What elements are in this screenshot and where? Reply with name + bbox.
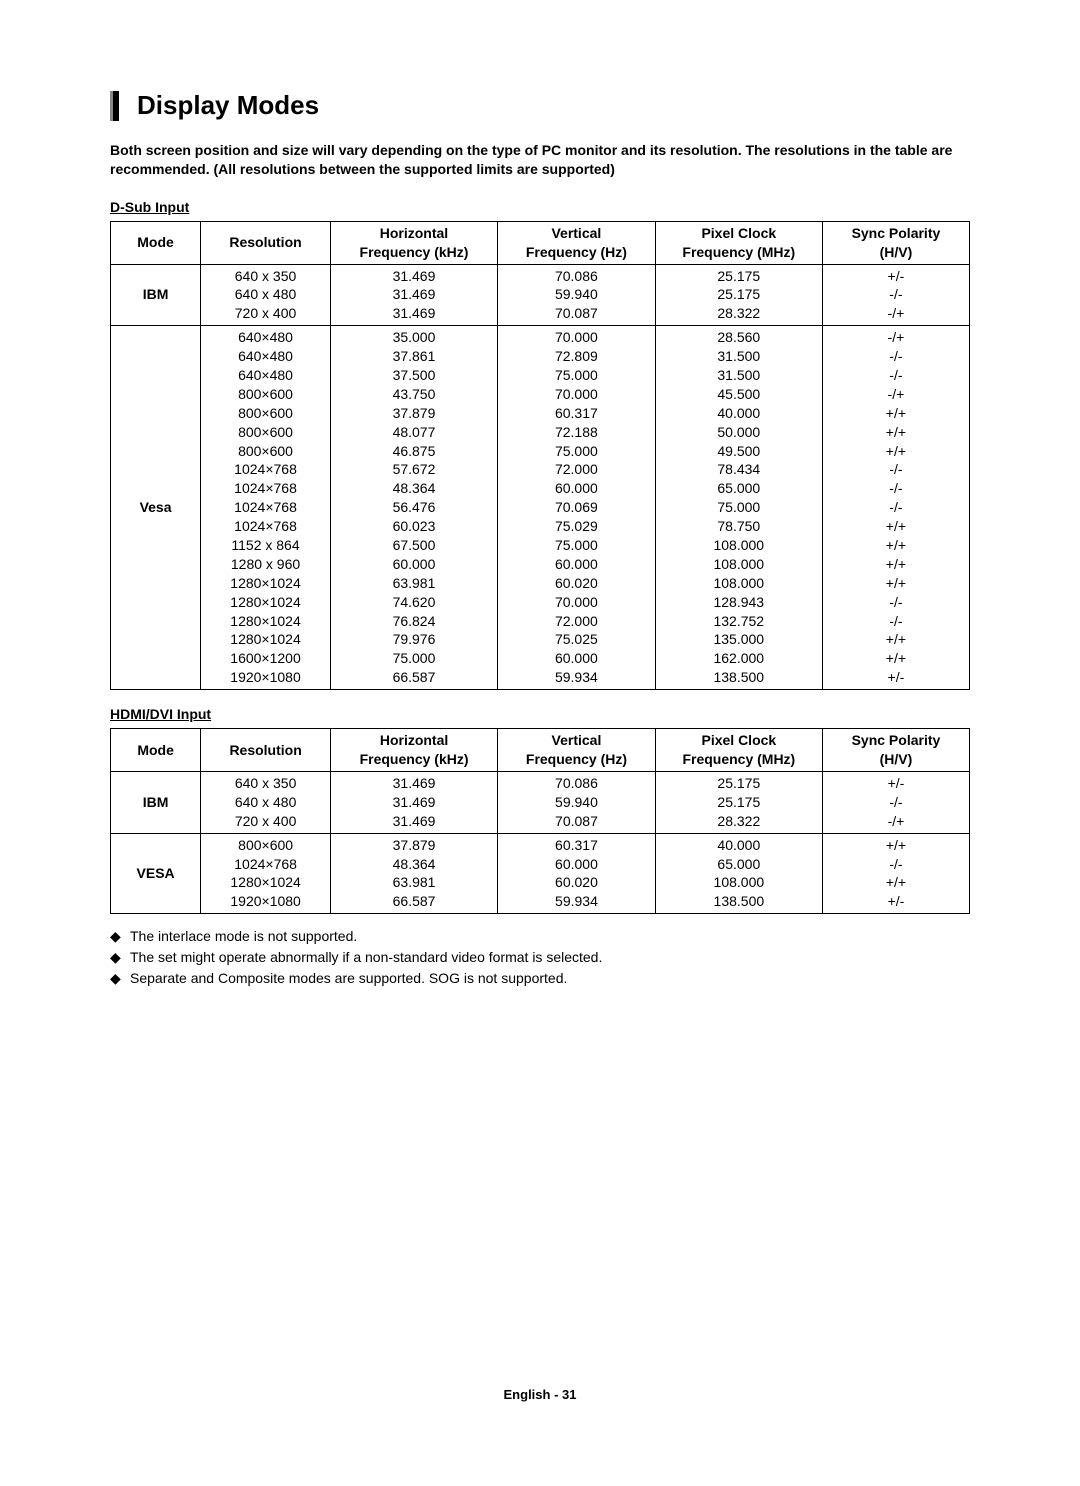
th-vfreq: Vertical Frequency (Hz) [498, 221, 656, 264]
table-row: IBM640 x 350640 x 480720 x 40031.46931.4… [111, 264, 970, 326]
th-pclk: Pixel Clock Frequency (MHz) [655, 221, 822, 264]
resolution-cell: 800×6001024×7681280×10241920×1080 [201, 833, 331, 914]
pclk-cell: 25.17525.17528.322 [655, 264, 822, 326]
hfreq-cell: 31.46931.46931.469 [331, 771, 498, 833]
th-hfreq-l1: Horizontal [380, 225, 448, 241]
th-pclk-l2: Frequency (MHz) [682, 244, 795, 260]
th-resolution: Resolution [201, 221, 331, 264]
diamond-icon: ◆ [110, 970, 130, 987]
vfreq-cell: 70.08659.94070.087 [498, 771, 656, 833]
note-item: ◆The interlace mode is not supported. [110, 928, 970, 945]
th-sync-l1: Sync Polarity [852, 225, 941, 241]
vfreq-cell: 70.00072.80975.00070.00060.31772.18875.0… [498, 326, 656, 690]
page-title: Display Modes [137, 90, 319, 121]
note-text: The interlace mode is not supported. [130, 928, 357, 945]
table-header-row: Mode Resolution Horizontal Frequency (kH… [111, 221, 970, 264]
th-sync-l1: Sync Polarity [852, 732, 941, 748]
th-hfreq: Horizontal Frequency (kHz) [331, 729, 498, 772]
title-bar-icon [110, 91, 119, 121]
th-hfreq-l2: Frequency (kHz) [360, 751, 469, 767]
sync-cell: -/+-/--/--/++/++/++/+-/--/--/-+/++/++/++… [822, 326, 969, 690]
table-header-row: Mode Resolution Horizontal Frequency (kH… [111, 729, 970, 772]
th-pclk-l1: Pixel Clock [701, 225, 776, 241]
hdmi-heading: HDMI/DVI Input [110, 706, 970, 722]
th-mode: Mode [111, 729, 201, 772]
diamond-icon: ◆ [110, 928, 130, 945]
vfreq-cell: 60.31760.00060.02059.934 [498, 833, 656, 914]
table-row: VESA800×6001024×7681280×10241920×108037.… [111, 833, 970, 914]
th-pclk: Pixel Clock Frequency (MHz) [655, 729, 822, 772]
th-sync: Sync Polarity (H/V) [822, 729, 969, 772]
th-sync-l2: (H/V) [880, 244, 913, 260]
table-row: IBM640 x 350640 x 480720 x 40031.46931.4… [111, 771, 970, 833]
th-sync: Sync Polarity (H/V) [822, 221, 969, 264]
mode-cell: IBM [111, 264, 201, 326]
page: Display Modes Both screen position and s… [0, 0, 1080, 1462]
th-hfreq-l2: Frequency (kHz) [360, 244, 469, 260]
vfreq-cell: 70.08659.94070.087 [498, 264, 656, 326]
th-vfreq-l2: Frequency (Hz) [526, 244, 627, 260]
th-vfreq-l1: Vertical [552, 732, 602, 748]
th-sync-l2: (H/V) [880, 751, 913, 767]
mode-cell: IBM [111, 771, 201, 833]
hfreq-cell: 35.00037.86137.50043.75037.87948.07746.8… [330, 326, 497, 690]
th-resolution: Resolution [201, 729, 331, 772]
notes-list: ◆The interlace mode is not supported.◆Th… [110, 928, 970, 987]
resolution-cell: 640 x 350640 x 480720 x 400 [201, 264, 331, 326]
mode-cell: Vesa [111, 326, 201, 690]
resolution-cell: 640×480640×480640×480800×600800×600800×6… [201, 326, 331, 690]
note-text: The set might operate abnormally if a no… [130, 949, 602, 966]
sync-cell: +/--/--/+ [822, 771, 969, 833]
pclk-cell: 25.17525.17528.322 [655, 771, 822, 833]
th-vfreq-l2: Frequency (Hz) [526, 751, 627, 767]
note-item: ◆Separate and Composite modes are suppor… [110, 970, 970, 987]
hdmi-table: Mode Resolution Horizontal Frequency (kH… [110, 728, 970, 914]
th-pclk-l1: Pixel Clock [701, 732, 776, 748]
pclk-cell: 28.56031.50031.50045.50040.00050.00049.5… [655, 326, 822, 690]
resolution-cell: 640 x 350640 x 480720 x 400 [201, 771, 331, 833]
dsub-table: Mode Resolution Horizontal Frequency (kH… [110, 221, 970, 690]
th-pclk-l2: Frequency (MHz) [682, 751, 795, 767]
sync-cell: +/--/--/+ [822, 264, 969, 326]
table-row: Vesa640×480640×480640×480800×600800×6008… [111, 326, 970, 690]
th-mode: Mode [111, 221, 201, 264]
title-row: Display Modes [110, 90, 970, 121]
hfreq-cell: 37.87948.36463.98166.587 [331, 833, 498, 914]
th-vfreq-l1: Vertical [551, 225, 601, 241]
diamond-icon: ◆ [110, 949, 130, 966]
pclk-cell: 40.00065.000108.000138.500 [655, 833, 822, 914]
page-footer: English - 31 [110, 1387, 970, 1402]
note-item: ◆The set might operate abnormally if a n… [110, 949, 970, 966]
note-text: Separate and Composite modes are support… [130, 970, 567, 987]
sync-cell: +/+-/-+/++/- [822, 833, 969, 914]
th-vfreq: Vertical Frequency (Hz) [498, 729, 656, 772]
hfreq-cell: 31.46931.46931.469 [330, 264, 497, 326]
dsub-heading: D-Sub Input [110, 199, 970, 215]
th-hfreq: Horizontal Frequency (kHz) [330, 221, 497, 264]
th-hfreq-l1: Horizontal [380, 732, 448, 748]
intro-text: Both screen position and size will vary … [110, 141, 970, 179]
mode-cell: VESA [111, 833, 201, 914]
